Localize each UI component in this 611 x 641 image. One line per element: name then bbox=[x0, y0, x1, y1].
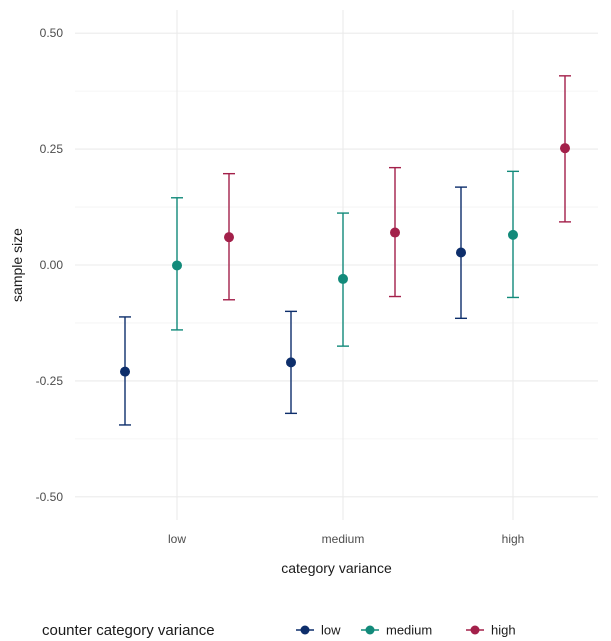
legend-label: high bbox=[491, 623, 516, 638]
legend-item-medium: medium bbox=[361, 623, 432, 638]
x-tick-label: high bbox=[502, 532, 525, 546]
y-tick-label: 0.00 bbox=[40, 258, 64, 272]
point-low-low bbox=[120, 366, 130, 377]
y-axis-ticks: -0.50 -0.25 0.00 0.25 0.50 bbox=[36, 26, 64, 504]
point-low-high bbox=[456, 247, 466, 258]
y-tick-label: -0.25 bbox=[36, 374, 64, 388]
legend-label: low bbox=[321, 623, 341, 638]
point-high-medium bbox=[390, 227, 400, 238]
y-axis-title: sample size bbox=[9, 228, 25, 302]
legend-items: low medium high bbox=[296, 623, 516, 638]
data-points bbox=[120, 143, 570, 377]
point-high-high bbox=[560, 143, 570, 154]
point-high-low bbox=[224, 232, 234, 243]
legend-key-dot bbox=[470, 625, 480, 635]
legend-key-dot bbox=[300, 625, 310, 635]
legend-title: counter category variance bbox=[42, 622, 215, 639]
grid bbox=[75, 10, 598, 520]
point-medium-low bbox=[172, 260, 182, 271]
x-axis-title: category variance bbox=[281, 560, 392, 576]
legend-item-low: low bbox=[296, 623, 341, 638]
point-low-medium bbox=[286, 357, 296, 368]
x-tick-label: medium bbox=[322, 532, 365, 546]
legend-key-dot bbox=[365, 625, 375, 635]
point-medium-medium bbox=[338, 273, 348, 284]
point-medium-high bbox=[508, 229, 518, 240]
legend: counter category variance low medium high bbox=[42, 622, 516, 639]
legend-label: medium bbox=[386, 623, 432, 638]
y-tick-label: -0.50 bbox=[36, 490, 64, 504]
x-tick-label: low bbox=[168, 532, 186, 546]
y-tick-label: 0.50 bbox=[40, 26, 64, 40]
legend-item-high: high bbox=[466, 623, 516, 638]
y-tick-label: 0.25 bbox=[40, 142, 64, 156]
x-axis-ticks: low medium high bbox=[168, 532, 524, 546]
error-bars bbox=[119, 75, 571, 426]
